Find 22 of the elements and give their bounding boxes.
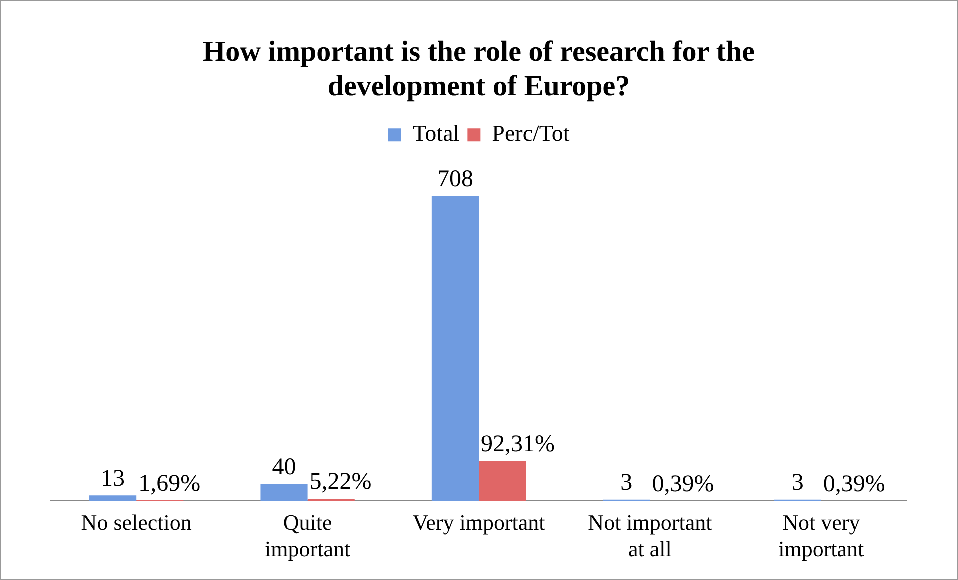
bar bbox=[260, 484, 308, 502]
x-tick-label: Not very important bbox=[778, 510, 864, 562]
bar bbox=[90, 496, 137, 502]
data-label: 0,39% bbox=[652, 471, 714, 498]
bar bbox=[432, 196, 479, 502]
legend-label: Perc/Tot bbox=[492, 121, 570, 146]
bar bbox=[479, 461, 526, 502]
x-tick-label: No selection bbox=[81, 510, 192, 536]
data-label: 708 bbox=[437, 166, 474, 193]
chart-title: How important is the role of research for the development of Europe? bbox=[203, 36, 756, 103]
data-label: 92,31% bbox=[481, 432, 555, 458]
data-label: 1,69% bbox=[138, 470, 201, 497]
x-tick-label: Very important bbox=[412, 510, 546, 536]
x-tick-label: Not important at all bbox=[588, 510, 712, 562]
data-label: 40 bbox=[272, 454, 296, 480]
data-label: 13 bbox=[101, 466, 126, 492]
legend-label: Total bbox=[412, 121, 460, 146]
data-label: 3 bbox=[620, 470, 633, 496]
x-tick-label: Quite important bbox=[265, 510, 351, 562]
data-label: 5,22% bbox=[310, 469, 372, 496]
data-label: 3 bbox=[792, 470, 804, 496]
data-label: 0,39% bbox=[823, 471, 886, 498]
